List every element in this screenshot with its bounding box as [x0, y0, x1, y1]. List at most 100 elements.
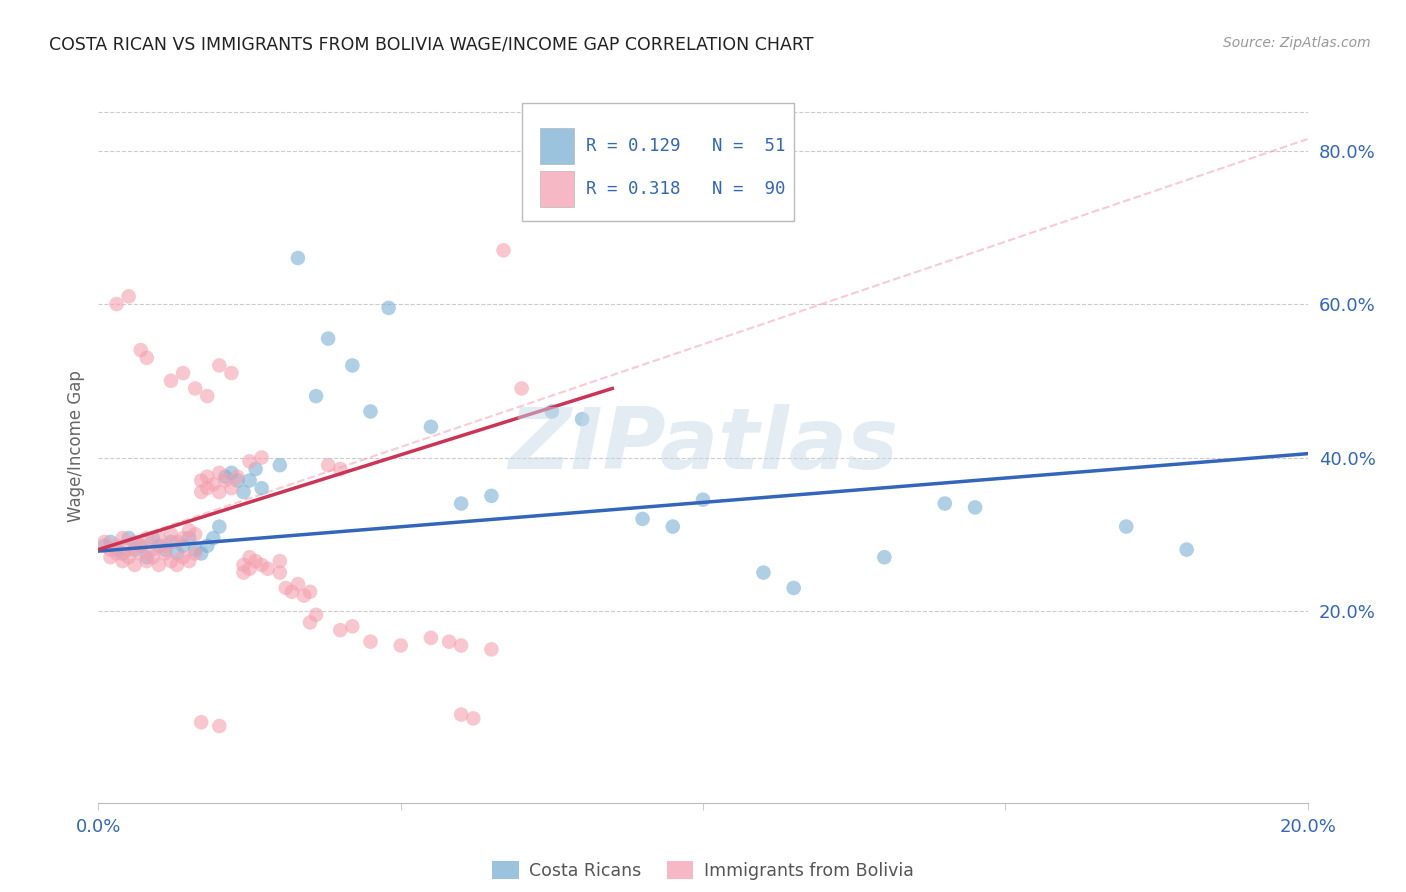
Point: [510, 381, 533, 395]
Point: [221, 466, 243, 480]
Point: [239, 550, 262, 565]
Point: [153, 546, 176, 560]
Point: [492, 244, 515, 258]
Point: [111, 531, 134, 545]
Point: [172, 539, 194, 553]
Point: [232, 485, 254, 500]
Point: [329, 623, 352, 637]
Point: [214, 469, 236, 483]
Point: [299, 584, 322, 599]
Point: [342, 359, 364, 373]
Point: [184, 381, 207, 395]
Text: Source: ZipAtlas.com: Source: ZipAtlas.com: [1223, 36, 1371, 50]
Point: [118, 542, 141, 557]
Point: [752, 566, 775, 580]
Point: [269, 554, 291, 568]
Point: [692, 492, 714, 507]
Point: [160, 527, 183, 541]
Point: [783, 581, 806, 595]
Point: [105, 297, 128, 311]
Point: [190, 715, 212, 730]
Point: [179, 554, 201, 568]
Point: [274, 581, 297, 595]
Point: [100, 535, 122, 549]
Point: [305, 389, 328, 403]
Point: [93, 535, 115, 549]
Point: [153, 542, 176, 557]
Point: [142, 531, 165, 545]
Point: [172, 366, 194, 380]
Point: [111, 546, 134, 560]
Point: [105, 539, 128, 553]
Text: ZIPatlas: ZIPatlas: [508, 404, 898, 488]
Point: [190, 546, 212, 560]
Point: [118, 531, 141, 545]
Point: [124, 558, 146, 572]
Point: [135, 554, 157, 568]
Point: [124, 535, 146, 549]
Text: R = 0.318   N =  90: R = 0.318 N = 90: [586, 180, 785, 198]
Point: [160, 554, 183, 568]
Point: [105, 546, 128, 560]
Point: [245, 554, 267, 568]
Point: [250, 558, 273, 572]
Point: [221, 481, 243, 495]
Point: [420, 631, 443, 645]
Point: [179, 524, 201, 538]
Point: [118, 289, 141, 303]
Point: [269, 458, 291, 473]
Point: [105, 542, 128, 557]
Point: [208, 466, 231, 480]
Point: [195, 389, 218, 403]
Point: [292, 589, 315, 603]
Point: [239, 562, 262, 576]
Point: [142, 550, 165, 565]
Point: [160, 374, 183, 388]
FancyBboxPatch shape: [522, 103, 793, 221]
Point: [299, 615, 322, 630]
Point: [190, 485, 212, 500]
Point: [287, 251, 309, 265]
Point: [166, 558, 188, 572]
Text: COSTA RICAN VS IMMIGRANTS FROM BOLIVIA WAGE/INCOME GAP CORRELATION CHART: COSTA RICAN VS IMMIGRANTS FROM BOLIVIA W…: [49, 36, 814, 54]
Point: [1115, 519, 1137, 533]
Point: [172, 531, 194, 545]
Point: [135, 550, 157, 565]
Text: R = 0.129   N =  51: R = 0.129 N = 51: [586, 137, 785, 155]
Point: [184, 527, 207, 541]
Y-axis label: Wage/Income Gap: Wage/Income Gap: [66, 370, 84, 522]
Point: [142, 542, 165, 557]
Point: [195, 481, 218, 495]
Point: [129, 546, 152, 560]
Point: [202, 477, 225, 491]
Point: [316, 332, 339, 346]
Point: [166, 535, 188, 549]
Point: [202, 531, 225, 545]
Point: [208, 719, 231, 733]
Point: [420, 419, 443, 434]
Point: [360, 634, 382, 648]
Point: [437, 634, 460, 648]
Point: [179, 531, 201, 545]
Point: [934, 497, 956, 511]
Point: [148, 539, 170, 553]
Point: [184, 542, 207, 557]
Point: [232, 566, 254, 580]
Point: [160, 535, 183, 549]
Point: [250, 481, 273, 495]
Point: [232, 558, 254, 572]
Point: [305, 607, 328, 622]
Point: [226, 469, 249, 483]
Point: [1175, 542, 1198, 557]
Point: [360, 404, 382, 418]
Point: [287, 577, 309, 591]
Point: [148, 531, 170, 545]
Point: [571, 412, 593, 426]
Legend: Costa Ricans, Immigrants from Bolivia: Costa Ricans, Immigrants from Bolivia: [485, 855, 921, 887]
Point: [481, 489, 503, 503]
Point: [195, 539, 218, 553]
Point: [166, 546, 188, 560]
Point: [256, 562, 278, 576]
Point: [316, 458, 339, 473]
Point: [214, 474, 236, 488]
